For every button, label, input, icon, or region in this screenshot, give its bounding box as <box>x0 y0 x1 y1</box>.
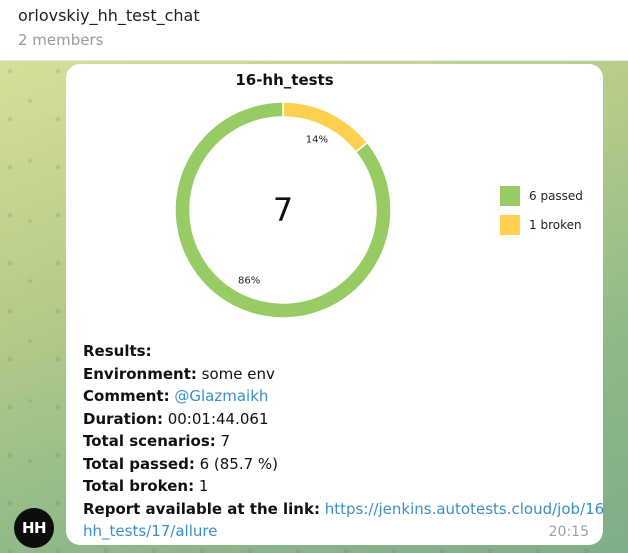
center-total-label: 7 <box>273 191 293 229</box>
broken-label: Total broken: <box>83 477 195 495</box>
passed-value: 6 (85.7 %) <box>194 454 279 473</box>
chat-header[interactable]: orlovskiy_hh_test_chat 2 members <box>0 0 628 61</box>
results-heading: Results: <box>83 342 152 360</box>
chart-title: 16-hh_tests <box>235 71 334 89</box>
passed-label: Total passed: <box>83 454 195 473</box>
message-time: 20:15 <box>548 524 589 540</box>
pie-slice-passed <box>174 101 392 319</box>
environment-label: Environment: <box>83 364 197 383</box>
duration-value: 00:01:44.061 <box>162 409 269 428</box>
message-bubble[interactable]: 16-hh_tests 14% 86% 7 6 passed 1 broken Resu… <box>66 64 603 545</box>
mention-link[interactable]: @Glazmaikh <box>174 387 269 405</box>
environment-value: some env <box>196 364 275 383</box>
duration-label: Duration: <box>83 409 163 428</box>
chat-members-count: 2 members <box>18 31 104 49</box>
chart-image[interactable]: 16-hh_tests 14% 86% 7 6 passed 1 broken <box>66 64 603 336</box>
scenarios-value: 7 <box>215 432 231 450</box>
report-link[interactable]: https://jenkins.autotests.cloud/job/16- <box>324 499 603 518</box>
message-text: Results: Environment: some env Comment: … <box>83 340 603 543</box>
donut-chart: 14% 86% 7 6 passed 1 broken <box>174 101 583 319</box>
chat-title[interactable]: orlovskiy_hh_test_chat <box>18 6 200 25</box>
sender-avatar[interactable]: HH <box>14 508 54 548</box>
slice-percent-label: 86% <box>238 275 260 286</box>
legend-label: 1 broken <box>529 218 582 232</box>
report-link-continued[interactable]: hh_tests/17/allure <box>83 522 218 540</box>
comment-label: Comment: <box>83 387 170 405</box>
legend-label: 6 passed <box>529 189 583 203</box>
legend-swatch <box>500 215 520 235</box>
broken-value: 1 <box>194 477 209 495</box>
legend-swatch <box>500 186 520 206</box>
scenarios-label: Total scenarios: <box>83 432 216 450</box>
report-label: Report available at the link: <box>83 499 320 518</box>
slice-percent-label: 14% <box>306 135 328 146</box>
